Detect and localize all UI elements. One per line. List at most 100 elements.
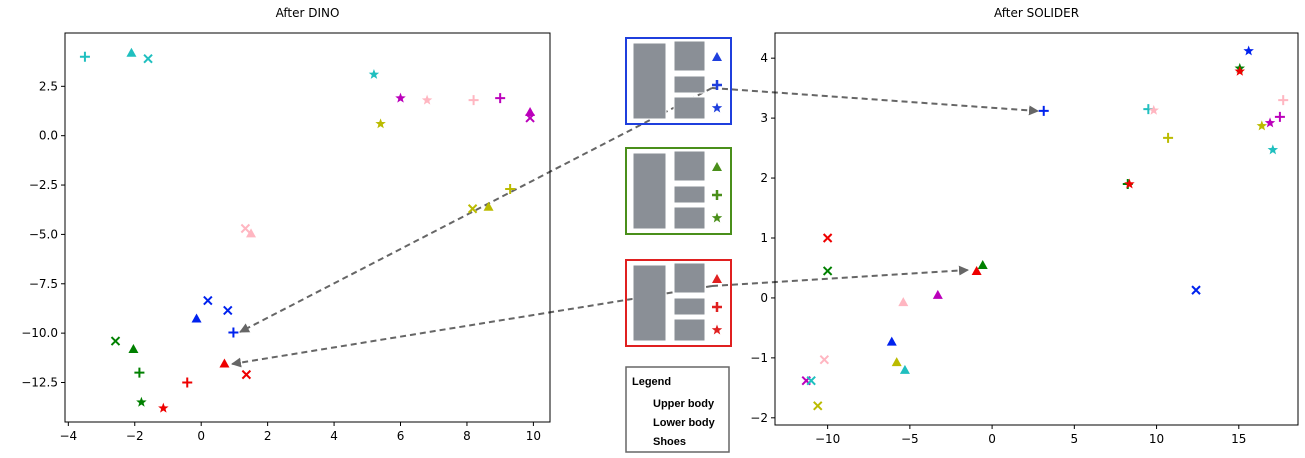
triangle-marker: [246, 228, 257, 238]
arrow: [711, 87, 1039, 116]
star-marker: [711, 324, 723, 335]
triangle-marker: [977, 259, 988, 269]
arrow: [231, 285, 713, 368]
plus-marker: [1163, 132, 1174, 143]
x-tick-label: 2: [264, 429, 272, 443]
x-marker: [1191, 285, 1201, 295]
triangle-marker: [886, 336, 897, 346]
photo: [632, 42, 667, 120]
x-marker: [822, 233, 833, 243]
y-tick-label: −7.5: [29, 277, 58, 291]
star-marker: [1124, 178, 1135, 189]
plus-marker: [712, 190, 722, 200]
plus-marker: [1274, 111, 1285, 122]
plus-marker: [228, 327, 239, 338]
plus-marker: [505, 183, 516, 194]
arrow: [239, 87, 713, 333]
plus-marker: [182, 377, 193, 388]
triangle-marker: [525, 106, 536, 116]
photo: [673, 318, 706, 342]
chart-title: After DINO: [276, 6, 340, 20]
x-tick-label: 10: [526, 429, 541, 443]
star-marker: [421, 94, 433, 105]
triangle-marker: [712, 162, 722, 171]
star-marker: [1148, 104, 1159, 115]
y-tick-label: −1: [750, 351, 768, 365]
photo: [673, 262, 706, 294]
legend-entry: Lower body: [653, 417, 716, 429]
x-tick-label: −2: [126, 429, 144, 443]
x-tick-label: 8: [463, 429, 471, 443]
triangle-marker: [898, 297, 909, 307]
photo: [673, 150, 706, 182]
y-tick-label: −5.0: [29, 227, 58, 241]
star-marker: [1256, 120, 1268, 131]
star-marker: [136, 396, 147, 407]
plot-frame: [774, 32, 1299, 426]
x-marker: [143, 53, 153, 64]
panel-blue: [625, 37, 732, 125]
x-marker: [525, 113, 535, 123]
y-tick-label: 3: [760, 111, 768, 125]
legend-title: Legend: [632, 376, 671, 388]
triangle-marker: [899, 364, 910, 374]
identity-panels: [625, 37, 732, 347]
legend-box: [625, 366, 730, 453]
legend-entry: Upper body: [653, 398, 715, 410]
triangle-marker: [128, 343, 139, 353]
y-tick-label: 0: [760, 291, 768, 305]
plus-marker: [134, 367, 145, 378]
star-marker: [395, 92, 406, 103]
y-tick-label: −2.5: [29, 178, 58, 192]
x-marker: [110, 336, 121, 346]
star-marker: [158, 402, 169, 413]
y-tick-label: 0.0: [39, 129, 58, 143]
x-tick-label: −4: [59, 429, 77, 443]
arrow: [711, 265, 969, 287]
x-tick-label: 0: [988, 432, 996, 446]
x-tick-label: 6: [397, 429, 405, 443]
y-tick-label: 2: [760, 171, 768, 185]
plus-marker: [1278, 95, 1289, 106]
plus-marker: [1038, 105, 1049, 116]
legend-entry: Shoes: [653, 436, 686, 448]
x-marker: [822, 266, 833, 276]
photo: [632, 152, 667, 230]
x-tick-label: 0: [197, 429, 205, 443]
x-tick-label: 5: [1071, 432, 1079, 446]
arrows: [231, 87, 1039, 368]
star-marker: [368, 68, 380, 79]
x-marker: [241, 369, 252, 380]
star-marker: [1267, 144, 1279, 155]
y-tick-label: −10.0: [21, 326, 58, 340]
triangle-marker: [191, 313, 202, 323]
photo: [632, 264, 667, 342]
photo: [673, 206, 706, 230]
x-marker: [806, 375, 816, 386]
plus-marker: [468, 95, 479, 106]
chart-title: After SOLIDER: [994, 6, 1079, 20]
plus-marker: [712, 80, 722, 90]
x-marker: [819, 354, 830, 365]
x-marker: [467, 204, 478, 214]
triangle-marker: [932, 289, 943, 299]
star-marker: [1243, 45, 1254, 56]
triangle-marker: [219, 358, 230, 368]
y-tick-label: 2.5: [39, 79, 58, 93]
triangle-marker: [483, 201, 494, 211]
triangle-marker: [126, 47, 137, 57]
y-tick-label: 1: [760, 231, 768, 245]
plus-marker: [79, 51, 90, 62]
x-marker: [240, 223, 251, 234]
triangle-marker: [712, 274, 722, 283]
plot-frame: [64, 32, 551, 423]
star-marker: [1234, 65, 1246, 76]
y-tick-label: −2: [750, 411, 768, 425]
triangle-marker: [891, 357, 902, 367]
x-marker: [813, 401, 823, 411]
star-marker: [711, 212, 723, 223]
photo: [673, 75, 706, 94]
y-tick-label: 4: [760, 51, 768, 65]
star-marker: [711, 102, 723, 113]
